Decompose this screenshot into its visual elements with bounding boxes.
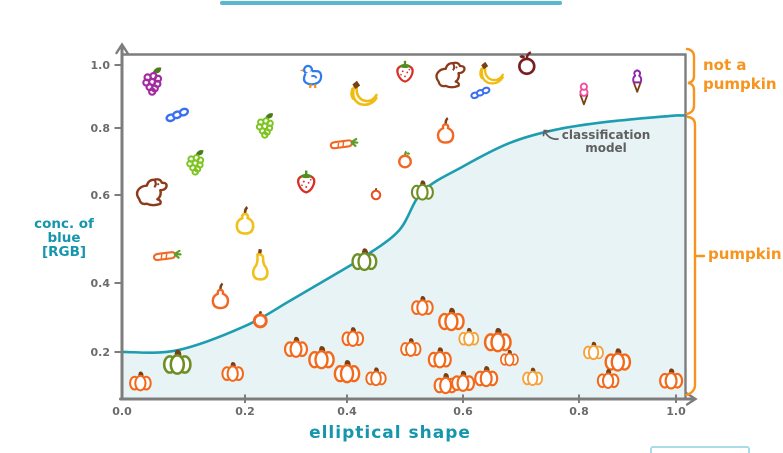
x-tick-label: 0.6	[453, 405, 473, 418]
cropped-attribution-box	[650, 446, 750, 453]
pear-orange-icon	[211, 282, 230, 310]
x-tick-label: 0.0	[112, 405, 132, 418]
x-tick-label: 0.2	[235, 405, 255, 418]
not-a-pumpkin-bracket	[685, 47, 696, 116]
region-label-line: pumpkin	[703, 75, 777, 93]
region-label-line: not a	[703, 56, 747, 74]
gourd-yellow-icon	[251, 247, 270, 282]
y-axis-title-line: [RGB]	[41, 244, 87, 260]
model-region-layer	[120, 114, 688, 400]
icecream-purple-icon	[632, 69, 643, 93]
pumpkin-green-icon	[410, 179, 434, 201]
y-tick-label: 0.2	[91, 346, 111, 359]
icecream-pink-icon	[579, 82, 589, 106]
x-axis-title: elliptical shape	[309, 423, 471, 443]
duck-icon	[298, 64, 323, 90]
x-tick-label: 0.8	[569, 405, 589, 418]
classification-curve	[120, 114, 688, 354]
pear-yellow-icon	[235, 205, 255, 235]
blueberries-icon	[469, 85, 492, 100]
y-tick-label: 0.4	[91, 277, 111, 290]
annotation-arrow	[542, 129, 559, 140]
carrot-icon	[329, 137, 359, 150]
grapes-green-icon	[186, 149, 205, 176]
grapes-green-icon	[255, 112, 274, 139]
tomato-ring-icon	[252, 309, 268, 329]
axis-ticks-layer: 1.0 0.8 0.6 0.4 0.2 0.0 0.2 0.4 0.6 0.8 1.0	[91, 59, 687, 418]
clementine-icon	[398, 150, 412, 169]
dog-icon	[135, 178, 168, 207]
bananas-icon	[479, 60, 504, 85]
region-label-not-a-pumpkin: not a pumpkin	[703, 56, 781, 94]
y-axis-arrow	[115, 42, 129, 55]
pear-orange-icon	[436, 116, 455, 144]
region-label-pumpkin: pumpkin	[708, 245, 782, 263]
plot-axes	[115, 42, 706, 406]
title-underline	[220, 1, 562, 5]
mini-orange-icon	[370, 187, 382, 201]
y-axis-title-line: blue	[47, 230, 81, 246]
dog-icon	[435, 61, 466, 89]
strawberry-icon	[396, 59, 414, 83]
plot-border	[120, 53, 687, 401]
annotation-line: model	[585, 141, 627, 155]
x-tick-label: 1.0	[666, 405, 686, 418]
pumpkin-bracket	[685, 115, 706, 397]
y-tick-label: 0.8	[91, 122, 111, 135]
y-tick-label: 1.0	[91, 59, 111, 72]
y-axis-title: conc. of blue [RGB]	[22, 217, 106, 259]
annotation-line: classification	[561, 128, 651, 142]
y-axis-title-line: conc. of	[34, 216, 94, 232]
x-tick-label: 0.4	[337, 405, 357, 418]
blueberries-icon	[164, 106, 191, 124]
x-axis-arrow	[685, 392, 698, 406]
y-tick-label: 0.6	[91, 189, 111, 202]
bananas-icon	[350, 79, 378, 107]
classification-model-label: classification model	[550, 129, 662, 155]
grapes-purple-icon	[142, 66, 163, 96]
strawberry-icon	[296, 169, 316, 194]
pumpkin-region-fill	[122, 115, 686, 400]
carrot-icon	[152, 249, 182, 262]
